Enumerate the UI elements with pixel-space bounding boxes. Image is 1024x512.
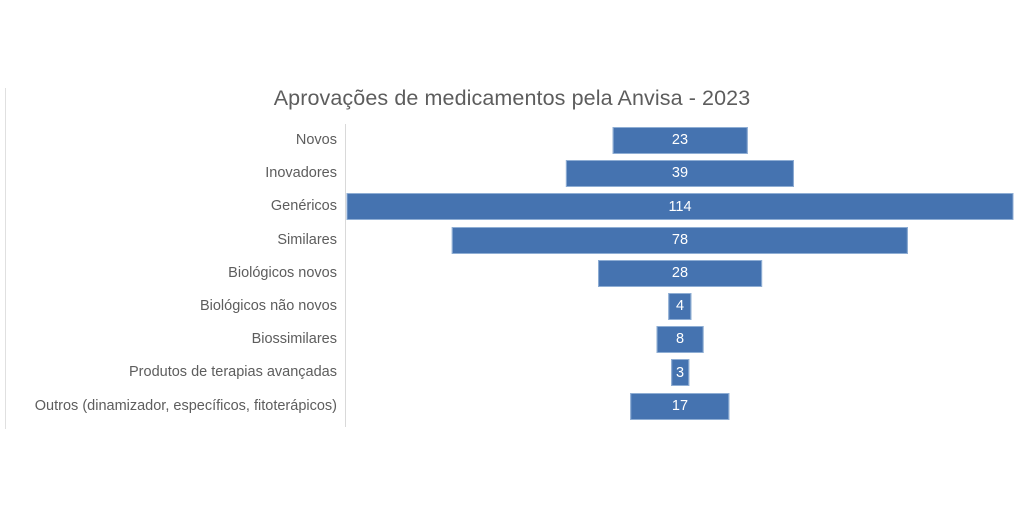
bar-track: 78 [345, 224, 1024, 257]
funnel-row: Biológicos não novos 4 [0, 290, 1024, 323]
category-label: Similares [277, 231, 337, 248]
category-label: Outros (dinamizador, específicos, fitote… [34, 397, 337, 414]
bar-value-label: 114 [668, 198, 692, 215]
category-axis-line [345, 124, 346, 427]
bar-value-label: 28 [671, 265, 689, 282]
funnel-bar[interactable]: 78 [451, 226, 909, 254]
bar-value-label: 23 [671, 132, 689, 149]
funnel-row: Biológicos novos 28 [0, 257, 1024, 290]
bar-track: 23 [345, 124, 1024, 157]
funnel-bar[interactable]: 4 [668, 293, 692, 320]
bar-value-label: 17 [671, 397, 689, 414]
category-label: Novos [295, 132, 337, 148]
bar-value-label: 39 [671, 165, 689, 182]
funnel-bar[interactable]: 17 [630, 392, 730, 420]
funnel-bar[interactable]: 3 [671, 359, 689, 387]
bar-track: 4 [345, 290, 1024, 323]
category-label: Biológicos não novos [199, 298, 337, 314]
chart-frame-border [5, 88, 6, 429]
funnel-row: Biossimilares 8 [0, 323, 1024, 356]
bar-track: 17 [345, 390, 1024, 423]
bar-track: 114 [345, 190, 1024, 223]
funnel-row: Inovadores 39 [0, 157, 1024, 190]
bar-value-label: 4 [675, 298, 685, 315]
funnel-row: Novos 23 [0, 124, 1024, 157]
funnel-bar[interactable]: 8 [656, 326, 704, 354]
bar-track: 8 [345, 323, 1024, 356]
bar-value-label: 3 [675, 364, 685, 381]
bar-track: 39 [345, 157, 1024, 190]
plot-area: Novos 23 Inovadores 39 Genéricos 114 [0, 124, 1024, 428]
funnel-row: Similares 78 [0, 224, 1024, 257]
category-label: Produtos de terapias avançadas [129, 364, 337, 381]
funnel-row: Genéricos 114 [0, 190, 1024, 223]
funnel-row: Outros (dinamizador, específicos, fitote… [0, 390, 1024, 423]
funnel-bar[interactable]: 23 [612, 127, 748, 154]
bar-value-label: 8 [675, 331, 685, 348]
bar-value-label: 78 [671, 231, 689, 248]
bar-track: 3 [345, 356, 1024, 389]
chart-title: Aprovações de medicamentos pela Anvisa -… [0, 86, 1024, 111]
category-label: Biológicos novos [228, 264, 337, 281]
chart-title-text: Aprovações de medicamentos pela Anvisa -… [273, 86, 751, 110]
funnel-bar[interactable]: 114 [346, 193, 1014, 221]
funnel-bar[interactable]: 28 [598, 259, 762, 287]
category-label: Biossimilares [251, 331, 337, 348]
category-label: Inovadores [265, 165, 337, 182]
funnel-row: Produtos de terapias avançadas 3 [0, 356, 1024, 389]
bar-track: 28 [345, 257, 1024, 290]
funnel-bar[interactable]: 39 [565, 160, 795, 188]
category-label: Genéricos [270, 198, 337, 215]
